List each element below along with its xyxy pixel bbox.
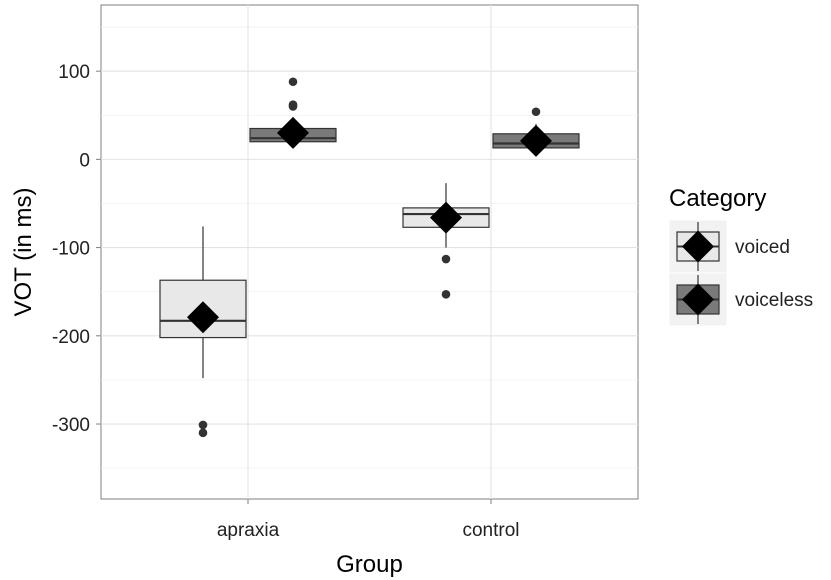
box-voiced-apraxia (159, 226, 247, 438)
outlier-point (441, 290, 451, 299)
mean-marker (430, 201, 462, 234)
legend-title: Category (669, 185, 766, 212)
x-tick-label: apraxia (217, 520, 280, 541)
y-tick-label: -100 (52, 239, 90, 260)
mean-marker (187, 301, 219, 334)
outlier-point (288, 100, 298, 109)
x-axis-title: Group (336, 551, 403, 578)
y-tick-label: 100 (58, 62, 90, 83)
legend-label: voiceless (735, 290, 813, 311)
outlier-point (441, 254, 451, 264)
y-tick-label: -300 (52, 415, 90, 436)
outlier-point (531, 107, 541, 117)
x-tick-label: control (462, 520, 519, 541)
mean-marker (520, 124, 552, 157)
y-tick-label: -200 (52, 327, 90, 348)
major-gridlines (101, 5, 638, 499)
legend-item-voiced: voiced (668, 219, 790, 274)
outlier-point (198, 420, 208, 430)
boxplot-group (159, 77, 580, 438)
outlier-point (198, 428, 208, 438)
legend-item-voiceless: voiceless (668, 272, 813, 327)
box-voiceless-apraxia (249, 77, 337, 149)
y-axis-title: VOT (in ms) (10, 188, 37, 317)
y-tick-label: 0 (79, 150, 90, 171)
outlier-point (288, 77, 298, 87)
x-axis: apraxia control (217, 499, 520, 541)
legend-key-diamond (682, 230, 714, 263)
mean-marker (277, 116, 309, 149)
legend: Category voiced voiceless (668, 185, 813, 327)
y-axis: 100 0 -100 -200 -300 (52, 62, 101, 436)
box-voiceless-control (492, 107, 580, 157)
legend-label: voiced (735, 237, 790, 258)
plot-panel-border (100, 4, 639, 500)
box-voiced-control (402, 183, 490, 299)
legend-key-diamond (682, 283, 714, 316)
